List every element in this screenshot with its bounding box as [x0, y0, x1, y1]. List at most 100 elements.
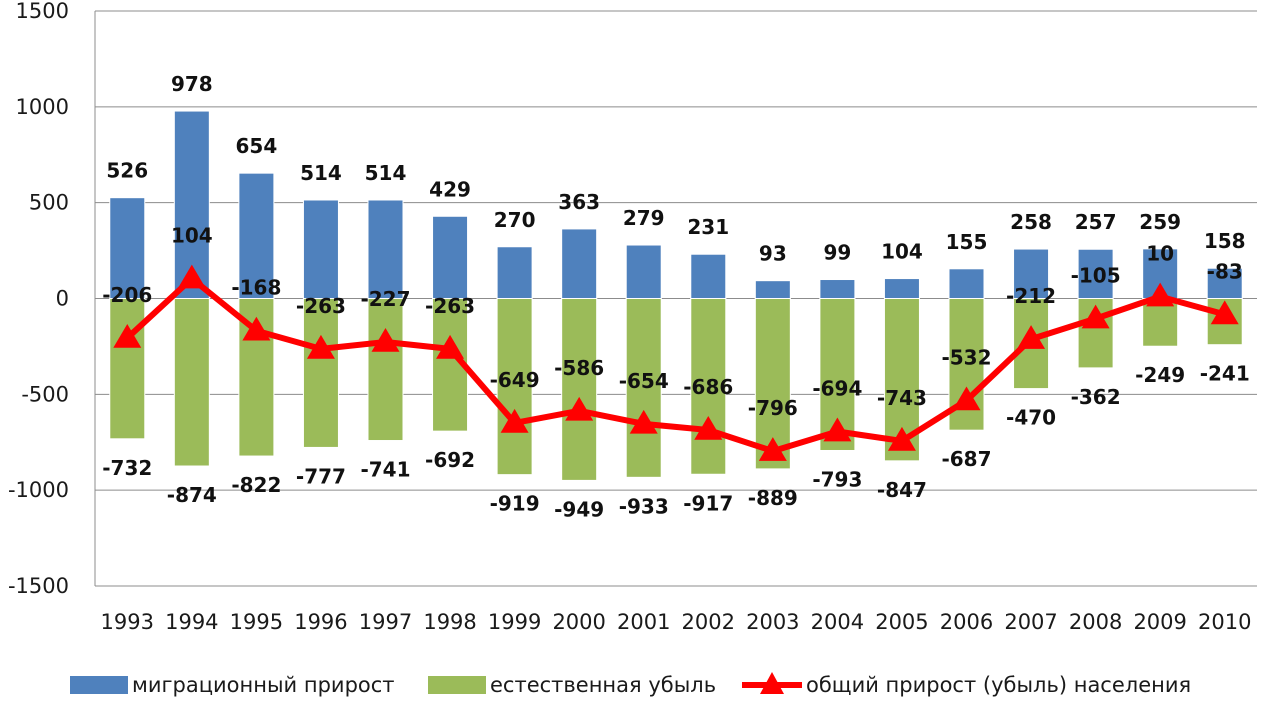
total-point-marker	[306, 334, 335, 359]
natural-decline-value-label: -692	[425, 448, 475, 472]
x-tick-label: 1995	[230, 610, 283, 634]
y-tick-label: 1500	[16, 0, 69, 23]
natural-decline-value-label: -241	[1200, 362, 1250, 386]
x-tick-label: 2002	[682, 610, 735, 634]
migration-value-label: 257	[1075, 210, 1117, 234]
migration-value-label: 155	[946, 230, 988, 254]
gridlines	[95, 10, 1257, 587]
natural-decline-bar	[302, 298, 339, 448]
migration-value-label: 104	[881, 240, 923, 264]
x-tick-label: 2007	[1004, 610, 1057, 634]
natural-decline-value-label: -933	[619, 494, 669, 518]
migration-value-label: 270	[494, 208, 536, 232]
migration-value-label: 258	[1010, 210, 1052, 234]
total-value-label: -649	[490, 368, 540, 392]
natural-decline-value-label: -362	[1071, 385, 1121, 409]
natural-decline-value-label: -687	[941, 447, 991, 471]
migration-value-label: 231	[687, 215, 729, 239]
x-tick-label: 1998	[423, 610, 476, 634]
total-value-label: -206	[102, 283, 152, 307]
migration-value-label: 978	[171, 72, 213, 96]
natural-decline-value-label: -822	[231, 473, 281, 497]
migration-bar	[948, 268, 985, 299]
migration-value-label: 99	[823, 241, 851, 265]
migration-bar	[109, 197, 146, 299]
legend-marker-total	[760, 672, 784, 694]
total-point-marker	[1210, 300, 1239, 325]
migration-bar	[367, 199, 404, 300]
total-value-label: -263	[296, 294, 346, 318]
migration-value-label: 279	[623, 206, 665, 230]
natural-decline-value-label: -249	[1135, 363, 1185, 387]
total-value-label: 104	[171, 224, 213, 248]
legend-label-migration: миграционный прирост	[132, 673, 395, 697]
natural-decline-value-label: -732	[102, 456, 152, 480]
total-value-label: -263	[425, 294, 475, 318]
x-tick-label: 2008	[1069, 610, 1122, 634]
y-tick-label: 0	[56, 287, 69, 311]
natural-decline-value-label: -919	[490, 492, 540, 516]
migration-value-label: 363	[558, 190, 600, 214]
natural-decline-bar	[496, 298, 533, 476]
natural-decline-value-label: -889	[748, 486, 798, 510]
total-point-marker	[952, 386, 981, 411]
total-line-path	[124, 275, 1228, 455]
legend-label-natural: естественная убыль	[490, 673, 716, 697]
migration-value-label: 514	[300, 161, 342, 185]
natural-decline-bar	[561, 298, 598, 481]
x-tick-label: 2005	[875, 610, 928, 634]
x-axis: 1993 1994 1995 1996 1997 1998 1999 2000 2001 2002…	[101, 610, 1252, 634]
migration-bar	[432, 215, 469, 299]
migration-bar	[690, 253, 727, 300]
x-tick-label: 2009	[1133, 610, 1186, 634]
total-value-label: -83	[1207, 259, 1243, 283]
migration-bar	[819, 279, 856, 299]
total-point-marker	[629, 409, 658, 434]
natural-decline-bar	[625, 298, 662, 478]
migration-value-label: 429	[429, 177, 471, 201]
total-point-marker	[436, 334, 465, 359]
total-point-marker	[565, 396, 594, 421]
x-tick-label: 2000	[552, 610, 605, 634]
x-tick-label: 1996	[294, 610, 347, 634]
x-tick-label: 1997	[359, 610, 412, 634]
legend-swatch-natural	[428, 676, 486, 694]
migration-bar	[1013, 248, 1050, 300]
migration-bar	[625, 244, 662, 299]
legend-swatch-migration	[70, 676, 128, 694]
y-tick-label: -500	[21, 382, 69, 406]
total-point-marker	[694, 415, 723, 440]
x-tick-label: 2010	[1198, 610, 1251, 634]
migration-bar	[1077, 248, 1114, 300]
natural-decline-value-label: -874	[167, 483, 217, 507]
total-value-label: -586	[554, 356, 604, 380]
total-point-marker	[1146, 282, 1175, 307]
x-tick-label: 2001	[617, 610, 670, 634]
migration-value-label: 93	[759, 242, 787, 266]
migration-value-label: 259	[1139, 210, 1181, 234]
x-tick-label: 1994	[165, 610, 218, 634]
total-value-label: 10	[1146, 242, 1174, 266]
x-tick-label: 2003	[746, 610, 799, 634]
x-tick-label: 1999	[488, 610, 541, 634]
total-value-label: -796	[748, 396, 798, 420]
total-point-marker	[500, 408, 529, 433]
natural-decline-value-label: -777	[296, 464, 346, 488]
total-value-label: -686	[683, 375, 733, 399]
total-point-marker	[1017, 325, 1046, 349]
total-point-marker	[242, 316, 271, 341]
natural-decline-value-label: -949	[554, 497, 604, 521]
migration-bar	[302, 199, 339, 300]
migration-value-label: 158	[1204, 229, 1246, 253]
natural-decline-bar	[690, 298, 727, 475]
data-labels: 526 978 654 514 514 429 270 363 279 231 93 99 104 155…	[102, 72, 1250, 521]
natural-decline-bar	[173, 298, 210, 467]
migration-bar	[561, 228, 598, 299]
natural-decline-bar	[367, 298, 404, 442]
y-tick-label: 500	[29, 191, 69, 215]
total-value-label: -532	[941, 345, 991, 369]
total-value-label: -743	[877, 386, 927, 410]
migration-bar	[496, 246, 533, 299]
total-point-marker	[1081, 304, 1110, 329]
